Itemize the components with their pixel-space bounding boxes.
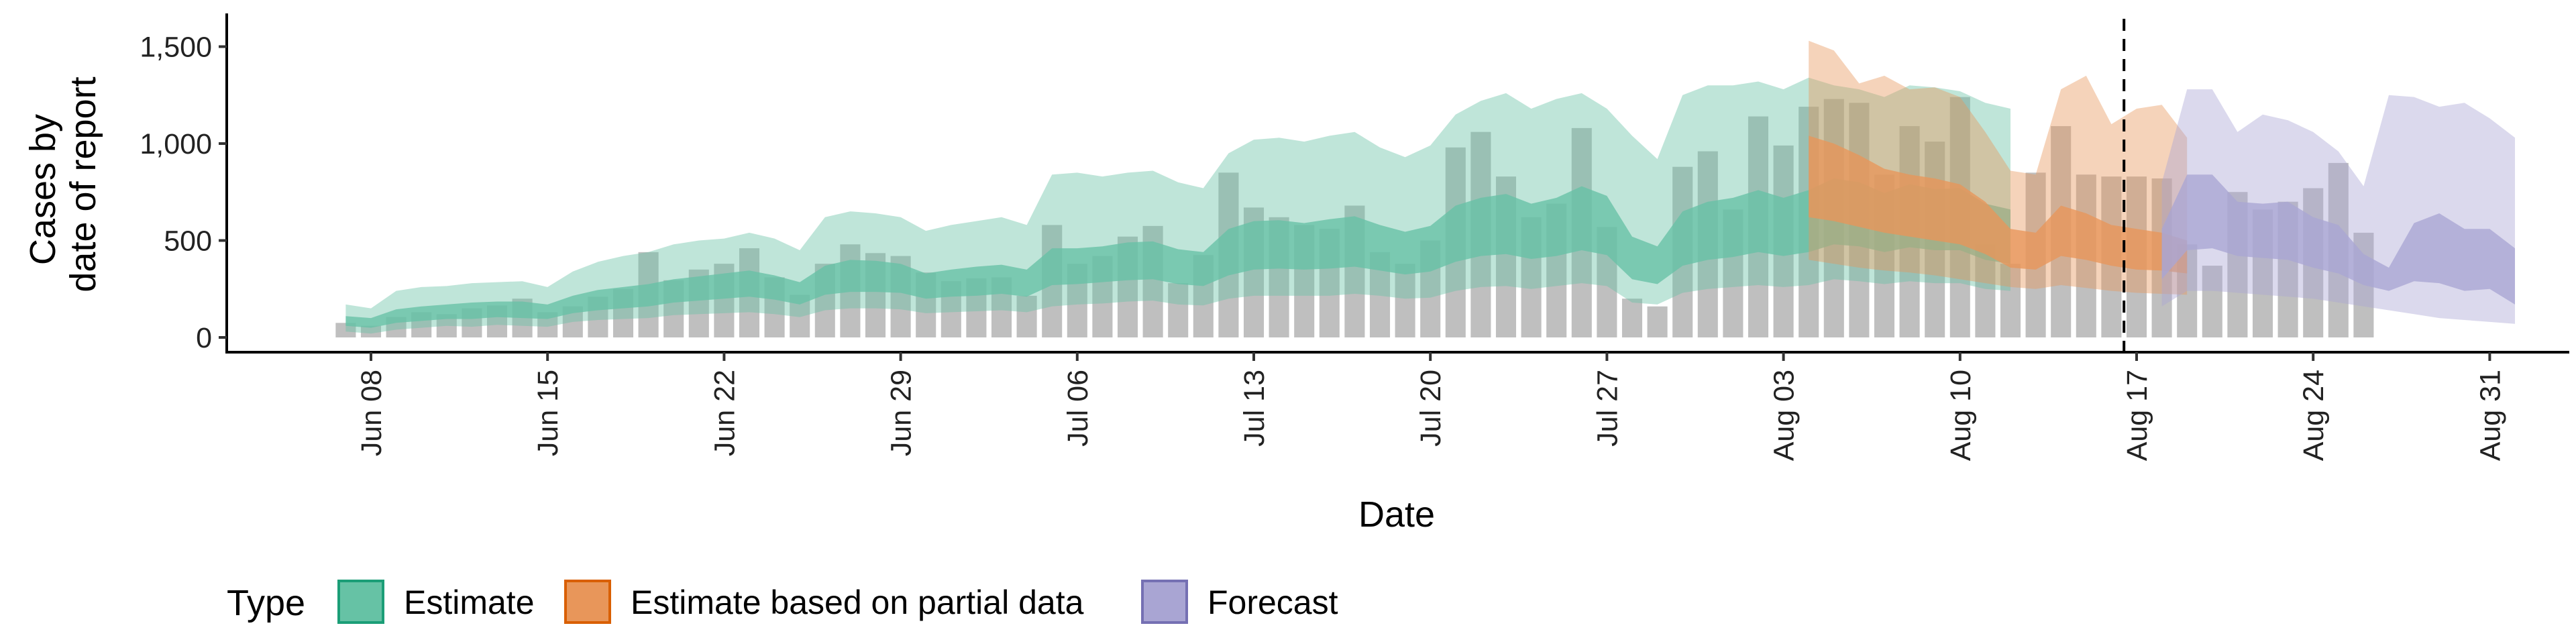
- legend: Type Estimate Estimate based on partial …: [227, 580, 1338, 624]
- bar-0: [335, 323, 356, 337]
- x-tick-label-6: Jul 20: [1415, 370, 1447, 447]
- ribbon-50-estimate-based-on-partial-data: [1809, 136, 2188, 274]
- x-tick-label-1: Jun 15: [532, 370, 564, 456]
- bar-33: [1168, 283, 1189, 337]
- legend-label-partial: Estimate based on partial data: [631, 584, 1084, 621]
- legend-title: Type: [227, 583, 305, 623]
- legend-swatch-partial: [564, 580, 611, 624]
- y-tick-label-1: 500: [164, 225, 212, 258]
- ribbons-layer: [345, 40, 2515, 334]
- bar-74: [2202, 266, 2222, 337]
- svg-text:Cases by date of report: Cases by date of report: [23, 76, 103, 292]
- y-axis-title: Cases by date of report: [23, 76, 103, 292]
- x-ticks: Jun 08 Jun 15 Jun 22 Jun 29 Jul 06 Jul 13 Jul …: [356, 352, 2506, 461]
- x-tick-label-12: Aug 31: [2474, 370, 2506, 461]
- bar-51: [1621, 299, 1643, 337]
- ribbon-90-estimate: [345, 77, 2011, 334]
- x-tick-label-4: Jul 06: [1062, 370, 1094, 447]
- y-tick-label-2: 1,000: [140, 128, 212, 160]
- x-tick-label-9: Aug 10: [1945, 370, 1977, 461]
- x-tick-label-3: Jun 29: [885, 370, 918, 456]
- y-ticks: 0 500 1,000 1,500: [140, 32, 227, 354]
- x-axis-title: Date: [1358, 494, 1435, 535]
- x-tick-label-11: Aug 24: [2298, 370, 2330, 461]
- x-tick-label-0: Jun 08: [356, 370, 388, 456]
- bar-42: [1395, 264, 1415, 337]
- bar-66: [2000, 264, 2021, 337]
- bar-52: [1647, 306, 1668, 337]
- ribbon-50-forecast: [2161, 174, 2515, 305]
- legend-swatch-forecast: [1141, 580, 1188, 624]
- x-tick-label-10: Aug 17: [2121, 370, 2153, 461]
- y-tick-label-3: 1,500: [140, 32, 212, 64]
- y-axis-title-line-1: Cases by: [23, 114, 63, 265]
- y-axis-title-line-2: date of report: [63, 76, 103, 292]
- legend-label-forecast: Forecast: [1208, 584, 1338, 621]
- x-tick-label-8: Aug 03: [1768, 370, 1801, 461]
- bar-27: [1016, 295, 1037, 337]
- x-tick-label-2: Jun 22: [708, 370, 741, 456]
- bar-1: [360, 325, 382, 337]
- legend-label-estimate: Estimate: [404, 584, 535, 621]
- legend-swatch-estimate: [337, 580, 384, 624]
- ribbon-50-estimate: [345, 178, 2011, 328]
- x-tick-label-5: Jul 13: [1238, 370, 1271, 447]
- y-tick-label-0: 0: [196, 322, 212, 354]
- x-tick-label-7: Jul 27: [1591, 370, 1623, 447]
